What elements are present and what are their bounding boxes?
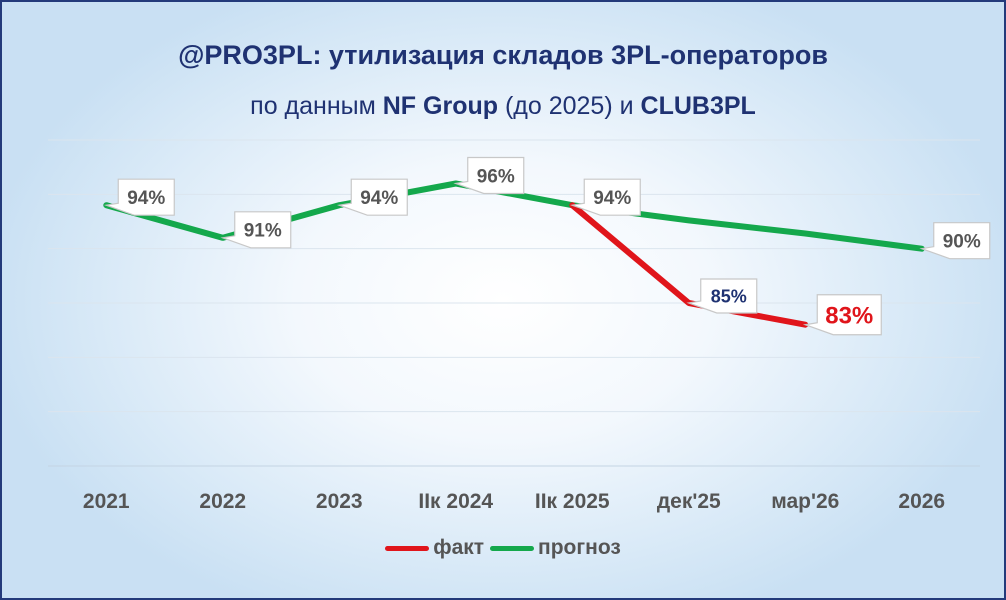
legend-item-fact: факт xyxy=(385,536,484,560)
subtitle-text-1: по данным xyxy=(250,92,383,120)
legend: факт прогноз xyxy=(0,536,1006,560)
label-text: 94% xyxy=(360,188,398,209)
data-labels: 85% 83% 94% 91% 94% 96% 94% 90% xyxy=(103,156,991,336)
data-label: 85% xyxy=(686,278,758,314)
x-tick-label: 2021 xyxy=(83,490,130,513)
x-tick-label: мар'26 xyxy=(771,490,839,513)
subtitle-source-1: NF Group xyxy=(382,92,499,120)
title-text: : утилизация складов 3PL-операторов xyxy=(312,40,828,70)
legend-label: прогноз xyxy=(538,536,621,559)
legend-swatch xyxy=(490,545,535,551)
data-label: 94% xyxy=(103,178,175,216)
label-box xyxy=(336,178,408,216)
label-text: 85% xyxy=(711,286,747,306)
x-tick-label: IIк 2024 xyxy=(418,490,493,513)
label-box xyxy=(686,278,758,314)
x-axis-ticks: 2021 2022 2023 IIк 2024 IIк 2025 дек'25 мар'26… xyxy=(83,490,945,513)
label-box xyxy=(453,156,525,195)
series-lines xyxy=(103,180,925,328)
label-box xyxy=(569,178,641,216)
data-label: 94% xyxy=(336,178,408,216)
data-label: 96% xyxy=(453,156,525,195)
x-tick-label: дек'25 xyxy=(657,490,721,513)
x-tick-label: 2023 xyxy=(316,490,363,513)
label-text: 91% xyxy=(244,221,282,242)
x-tick-label: 2022 xyxy=(199,490,246,513)
title-handle: @PRO3PL xyxy=(178,40,313,70)
label-text: 94% xyxy=(127,188,165,209)
data-label: 91% xyxy=(220,211,292,249)
label-text: 83% xyxy=(825,302,873,329)
data-label: 83% xyxy=(802,294,882,336)
label-box xyxy=(802,294,882,336)
label-text: 94% xyxy=(593,188,631,209)
label-text: 90% xyxy=(943,232,981,253)
chart-title: @PRO3PL: утилизация складов 3PL-оператор… xyxy=(0,40,1006,71)
x-tick-label: IIк 2025 xyxy=(535,490,610,513)
subtitle-source-2: CLUB3PL xyxy=(640,92,756,120)
data-label: 94% xyxy=(569,178,641,216)
legend-label: факт xyxy=(433,536,485,559)
legend-swatch xyxy=(385,545,430,551)
legend-item-forecast: прогноз xyxy=(490,536,621,560)
label-text: 96% xyxy=(477,166,515,187)
chart-subtitle: по данным NF Group (до 2025) и CLUB3PL xyxy=(0,92,1006,121)
label-box xyxy=(103,178,175,216)
label-box xyxy=(919,222,991,260)
x-tick-label: 2026 xyxy=(898,490,945,513)
subtitle-text-2: (до 2025) и xyxy=(498,92,641,120)
label-box xyxy=(220,211,292,249)
data-label: 90% xyxy=(919,222,991,260)
